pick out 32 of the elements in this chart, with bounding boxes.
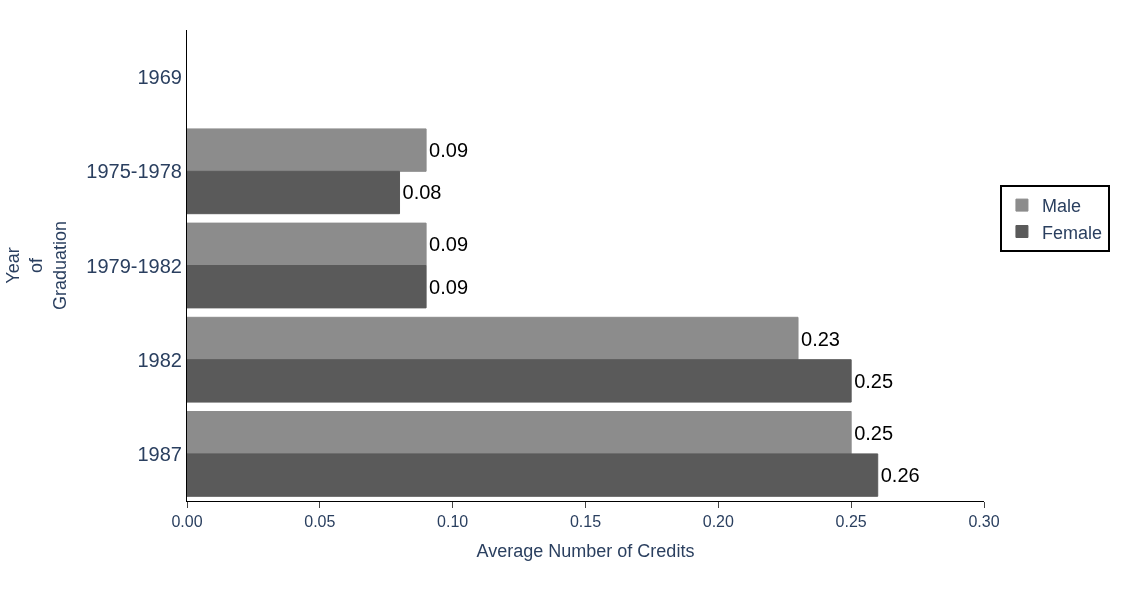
x-axis-title: Average Number of Credits (476, 541, 695, 562)
data-label: 0.09 (429, 139, 469, 162)
x-tick-label: 0.00 (171, 513, 203, 531)
x-tick-label: 0.30 (968, 513, 1000, 531)
data-label: 0.09 (429, 275, 469, 298)
data-label: 0.09 (429, 233, 469, 256)
x-tick-label: 0.25 (835, 513, 867, 531)
x-tick-label: 0.10 (437, 513, 469, 531)
data-label: 0.25 (854, 421, 894, 444)
y-tick-label: 1979-1982 (86, 254, 182, 277)
bar (187, 170, 401, 215)
y-axis-title: Year of Graduation (2, 220, 70, 311)
y-tick-label: 1969 (137, 66, 182, 89)
data-label: 0.08 (402, 181, 442, 204)
data-label: 0.26 (880, 464, 920, 487)
y-tick-label: 1987 (137, 442, 182, 465)
bar (187, 411, 852, 455)
bar (187, 128, 427, 172)
y-tick-label: 1982 (137, 348, 182, 371)
bar (187, 359, 852, 403)
bar (187, 316, 799, 361)
legend-label: Male (1041, 196, 1081, 217)
data-label: 0.25 (854, 369, 894, 392)
legend-label: Female (1041, 222, 1102, 243)
bar (187, 222, 427, 266)
x-tick-label: 0.20 (702, 513, 734, 531)
bar (187, 453, 879, 497)
x-tick-label: 0.05 (304, 513, 336, 531)
data-label: 0.23 (801, 327, 840, 350)
bar (187, 265, 427, 309)
y-tick-label: 1975-1978 (86, 160, 182, 183)
x-tick-label: 0.15 (569, 513, 602, 531)
